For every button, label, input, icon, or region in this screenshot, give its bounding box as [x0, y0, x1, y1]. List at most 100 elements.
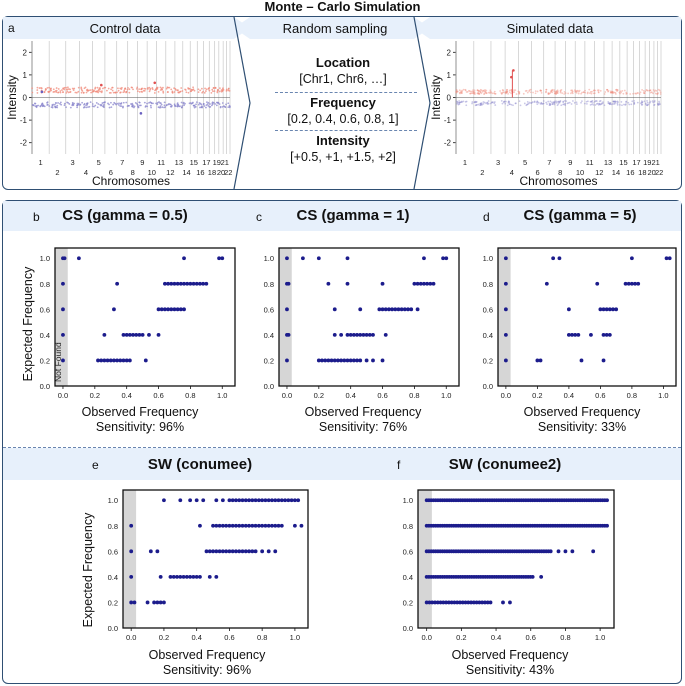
cnv-probe-dot	[614, 100, 617, 103]
cnv-probe-dot	[590, 103, 593, 106]
cnv-probe-dot	[494, 92, 496, 95]
cnv-probe-dot	[108, 103, 110, 106]
cnv-probe-dot	[157, 90, 160, 93]
cnv-probe-dot	[507, 101, 510, 104]
cnv-probe-dot	[199, 89, 202, 92]
cnv-probe-dot	[586, 91, 589, 94]
cnv-probe-dot	[184, 102, 186, 105]
cnv-probe-dot	[526, 103, 528, 106]
cnv-probe-dot	[611, 91, 614, 94]
cnv-probe-dot	[493, 90, 496, 93]
y-tick-label: 0.2	[483, 356, 493, 365]
cnv-probe-dot	[203, 105, 206, 107]
data-point	[579, 358, 584, 363]
y-tick-label: 0.4	[403, 573, 413, 582]
cnv-probe-dot	[492, 101, 494, 104]
cnv-y-tick-label: -2	[20, 139, 28, 148]
chromosome-label: 19	[643, 158, 651, 167]
cnv-probe-dot	[518, 91, 520, 94]
data-point	[227, 498, 232, 503]
data-point	[329, 358, 334, 363]
data-point	[224, 523, 229, 528]
cnv-probe-dot	[473, 92, 476, 95]
cnv-probe-dot	[604, 91, 607, 93]
cnv-probe-dot	[518, 100, 521, 103]
chromosome-label: 11	[157, 158, 165, 167]
cnv-probe-dot	[508, 103, 511, 106]
cnv-probe-dot	[157, 106, 160, 109]
data-point	[250, 498, 255, 503]
data-point	[441, 600, 446, 605]
cnv-probe-dot	[225, 89, 228, 92]
cnv-probe-dot	[149, 87, 152, 90]
cnv-probe-dot	[610, 91, 613, 94]
cnv-probe-dot	[39, 105, 42, 108]
cnv-probe-dot	[615, 100, 617, 103]
cnv-probe-dot	[616, 89, 619, 92]
cnv-probe-dot	[474, 100, 477, 103]
cnv-probe-dot	[550, 90, 553, 93]
data-point	[273, 498, 278, 503]
x-tick-label: 0.8	[409, 391, 419, 400]
cnv-probe-dot	[621, 104, 623, 107]
cnv-y-label: Intensity	[430, 75, 443, 120]
cnv-probe-dot	[544, 91, 547, 94]
cnv-probe-dot	[471, 90, 474, 93]
cnv-probe-dot	[458, 100, 461, 102]
cnv-probe-dot	[491, 92, 494, 95]
data-point	[339, 358, 344, 363]
cnv-probe-dot	[577, 90, 580, 93]
data-point	[234, 498, 238, 503]
cnv-probe-dot	[456, 102, 459, 104]
cnv-probe-dot	[540, 102, 543, 105]
cnv-probe-dot	[650, 91, 653, 94]
data-point	[220, 498, 225, 503]
cnv-probe-dot	[546, 103, 548, 106]
y-tick-label: 0.0	[108, 624, 118, 633]
data-point	[214, 523, 219, 528]
cnv-probe-dot	[553, 89, 555, 91]
chromosome-label: 1	[463, 158, 467, 167]
data-point	[240, 498, 245, 503]
cnv-probe-dot	[114, 91, 117, 94]
cnv-probe-dot	[610, 103, 613, 106]
cnv-probe-dot	[461, 90, 463, 93]
data-point	[260, 523, 265, 528]
cnv-probe-dot	[110, 101, 112, 104]
cnv-probe-dot	[93, 105, 95, 108]
cnv-probe-dot	[505, 90, 507, 93]
data-point	[105, 358, 110, 363]
cnv-probe-dot	[549, 104, 552, 106]
cnv-probe-dot	[36, 86, 39, 89]
cnv-probe-dot	[595, 103, 598, 105]
data-point	[367, 332, 372, 337]
cnv-probe-dot	[486, 103, 489, 105]
chromosome-label: 20	[217, 168, 225, 177]
cnv-probe-dot	[180, 101, 183, 104]
cnv-probe-dot	[132, 88, 134, 91]
cnv-probe-dot	[619, 104, 621, 106]
cnv-probe-dot	[122, 101, 125, 104]
data-point	[629, 256, 634, 261]
cnv-probe-dot	[633, 103, 636, 106]
data-point	[563, 549, 568, 554]
cnv-probe-dot	[479, 102, 482, 105]
cnv-probe-dot	[536, 90, 539, 93]
cnv-y-tick-label: 0	[23, 94, 28, 103]
cnv-probe-dot	[63, 86, 66, 89]
cnv-probe-dot	[65, 106, 67, 109]
cnv-x-label: Chromosomes	[519, 174, 597, 188]
cnv-probe-dot	[576, 90, 578, 93]
cnv-probe-dot	[96, 106, 99, 109]
data-point	[485, 600, 490, 605]
cnv-probe-dot	[480, 92, 483, 95]
data-point	[428, 281, 433, 286]
cnv-probe-dot	[94, 104, 97, 107]
cnv-probe-dot	[551, 101, 553, 104]
not-found-label: Not Found	[53, 342, 63, 382]
panel-c-label: c	[256, 210, 262, 224]
cnv-probe-dot	[547, 100, 550, 103]
cnv-probe-dot	[71, 87, 74, 90]
cnv-probe-dot	[609, 102, 612, 104]
cnv-probe-dot	[162, 90, 165, 93]
